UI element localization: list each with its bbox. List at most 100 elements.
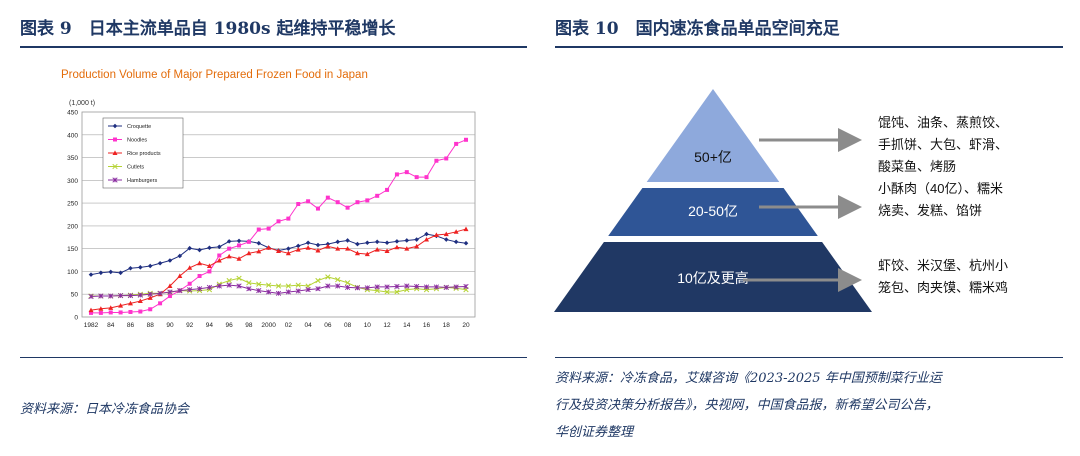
x-tick-label: 02 <box>285 322 293 329</box>
data-point <box>345 205 350 210</box>
data-point <box>295 288 301 294</box>
data-point <box>315 286 321 292</box>
data-point <box>335 276 341 283</box>
y-tick-label: 100 <box>67 269 78 276</box>
data-point <box>147 291 153 297</box>
right-source-rule <box>555 357 1063 358</box>
data-point <box>424 231 429 237</box>
data-point <box>138 309 143 314</box>
x-tick-label: 88 <box>147 322 155 329</box>
legend-entry: Croquette <box>127 124 151 130</box>
data-point <box>325 195 330 200</box>
data-point <box>236 283 242 289</box>
pyramid-tier-label: 50+亿 <box>694 149 732 165</box>
x-tick-label: 08 <box>344 322 352 329</box>
data-point <box>108 293 114 299</box>
tier-items-line: 馄饨、油条、蒸煎饺、 <box>878 115 1008 130</box>
y-tick-label: 250 <box>67 201 78 208</box>
x-tick-label: 10 <box>364 322 372 329</box>
x-tick-label: 98 <box>245 322 253 329</box>
data-point <box>463 226 469 232</box>
tier-items-line: 手抓饼、大包、虾滑、 <box>878 137 1008 152</box>
data-point <box>256 240 262 246</box>
data-point <box>404 170 409 175</box>
data-point <box>98 293 104 299</box>
data-point <box>197 260 203 266</box>
data-point <box>355 200 360 205</box>
data-point <box>246 239 251 244</box>
x-tick-label: 14 <box>403 322 411 329</box>
data-point <box>286 246 291 251</box>
left-source: 资料来源：日本冷冻食品协会 <box>20 402 190 417</box>
data-point <box>375 193 380 198</box>
data-point <box>276 248 281 253</box>
x-tick-label: 84 <box>107 322 115 329</box>
data-point <box>196 286 203 292</box>
data-point <box>443 231 449 237</box>
data-point <box>355 241 360 247</box>
pyramid-chart: 50+亿 20-50亿 10亿及更高 馄饨、油条、蒸煎饺、手抓饼、大包、虾滑、酸菜鱼… <box>554 89 1008 312</box>
data-point <box>385 187 390 192</box>
data-point <box>98 270 104 276</box>
x-tick-label: 90 <box>166 322 174 329</box>
data-point <box>384 284 390 290</box>
tier-items-line: 笼包、肉夹馍、糯米鸡 <box>878 280 1008 295</box>
data-point <box>315 277 321 284</box>
data-point <box>206 263 212 268</box>
y-tick-label: 450 <box>67 110 78 117</box>
series-line <box>90 233 467 276</box>
y-tick-label: 350 <box>67 155 78 162</box>
data-point <box>207 245 212 251</box>
data-point <box>266 226 271 231</box>
data-point <box>89 310 93 315</box>
data-point <box>434 158 439 163</box>
data-point <box>256 248 262 254</box>
data-point <box>424 175 429 180</box>
data-point <box>275 290 282 296</box>
data-point <box>423 284 430 290</box>
x-tick-label: 2000 <box>261 322 276 329</box>
x-tick-label: 86 <box>127 322 135 329</box>
data-point <box>157 290 163 296</box>
series-rice-products <box>88 226 469 313</box>
data-point <box>127 292 134 299</box>
data-point <box>187 281 192 286</box>
x-tick-label: 92 <box>186 322 194 329</box>
data-point <box>335 246 341 251</box>
x-tick-label: 06 <box>324 322 332 329</box>
pyramid-tier-2 <box>608 188 818 236</box>
tier-items-line: 烧卖、发糕、馅饼 <box>878 203 982 218</box>
data-point <box>112 163 118 170</box>
data-point <box>374 246 380 252</box>
right-figure-title: 图表 10 国内速冻食品单品空间充足 <box>555 19 840 39</box>
data-point <box>226 277 232 284</box>
y-unit-label: (1,000 t) <box>69 100 95 107</box>
data-point <box>315 242 321 248</box>
data-point <box>345 238 350 243</box>
data-point <box>315 206 320 211</box>
data-point <box>137 292 143 298</box>
data-point <box>88 293 94 300</box>
data-point <box>177 273 183 278</box>
data-point <box>464 137 468 142</box>
pyramid-tier-label: 10亿及更高 <box>677 270 749 286</box>
pyramid-tier-label: 20-50亿 <box>688 203 738 219</box>
tier-items-line: 小酥肉（40亿）、糯米 <box>878 181 1003 196</box>
x-tick-label: 1982 <box>84 322 99 329</box>
y-tick-label: 0 <box>74 315 78 322</box>
x-tick-label: 94 <box>206 322 214 329</box>
legend-entry: Hamburgers <box>127 178 158 184</box>
data-point <box>453 284 459 290</box>
data-point <box>453 239 459 245</box>
data-point <box>226 253 232 259</box>
data-point <box>433 284 440 290</box>
y-tick-label: 200 <box>67 223 78 230</box>
data-point <box>315 247 321 253</box>
data-point <box>305 240 311 246</box>
x-tick-label: 20 <box>462 322 470 329</box>
right-title-rule <box>555 46 1063 48</box>
data-point <box>246 280 252 286</box>
series-hamburgers <box>88 282 469 300</box>
data-point <box>394 239 400 244</box>
data-point <box>206 284 213 291</box>
